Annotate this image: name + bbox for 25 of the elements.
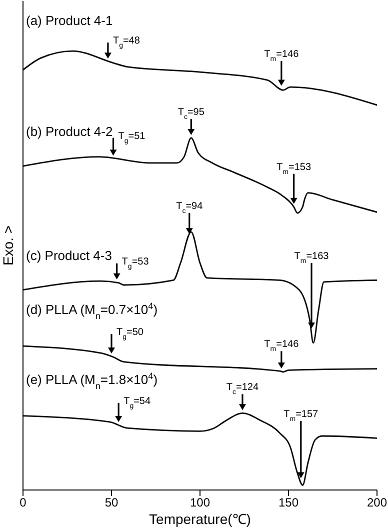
annotation: T$_{g}$=51 <box>118 130 146 144</box>
annotation: T$_{m}$=157 <box>284 408 319 422</box>
annotation: T$_{m}$=146 <box>264 339 300 353</box>
annotation: T$_{c}$=94 <box>176 200 204 214</box>
x-tick-label: 50 <box>104 496 118 510</box>
annotation: T$_{g}$=50 <box>116 327 144 341</box>
x-tick-label: 200 <box>366 496 388 510</box>
y-axis-title: Exo. > <box>0 225 16 266</box>
annotation: T$_{m}$=146 <box>264 49 300 63</box>
series-label: (e) PLLA (M$_{n}$=1.8×10$^{4}$) <box>26 370 158 391</box>
annotation: T$_{m}$=163 <box>294 250 330 264</box>
annotation: T$_{g}$=48 <box>112 36 140 50</box>
text: (a) Product 4-1 <box>26 12 113 28</box>
x-tick-label: 0 <box>20 496 27 510</box>
x-tick-label: 150 <box>278 496 299 510</box>
series-label: (b) Product 4-2 <box>26 124 113 140</box>
x-axis-title: Temperature(℃) <box>149 511 251 527</box>
series-label: (c) Product 4-3 <box>26 248 112 263</box>
series-label: (d) PLLA (M$_{n}$=0.7×10$^{4}$) <box>26 301 158 322</box>
x-tick-label: 100 <box>190 496 210 510</box>
annotation: T$_{c}$=95 <box>178 106 205 120</box>
annotation: T$_{g}$=53 <box>122 256 150 270</box>
annotation: T$_{m}$=153 <box>276 162 312 176</box>
annotation: T$_{g}$=54 <box>124 396 151 410</box>
annotation: T$_{c}$=124 <box>226 382 259 396</box>
